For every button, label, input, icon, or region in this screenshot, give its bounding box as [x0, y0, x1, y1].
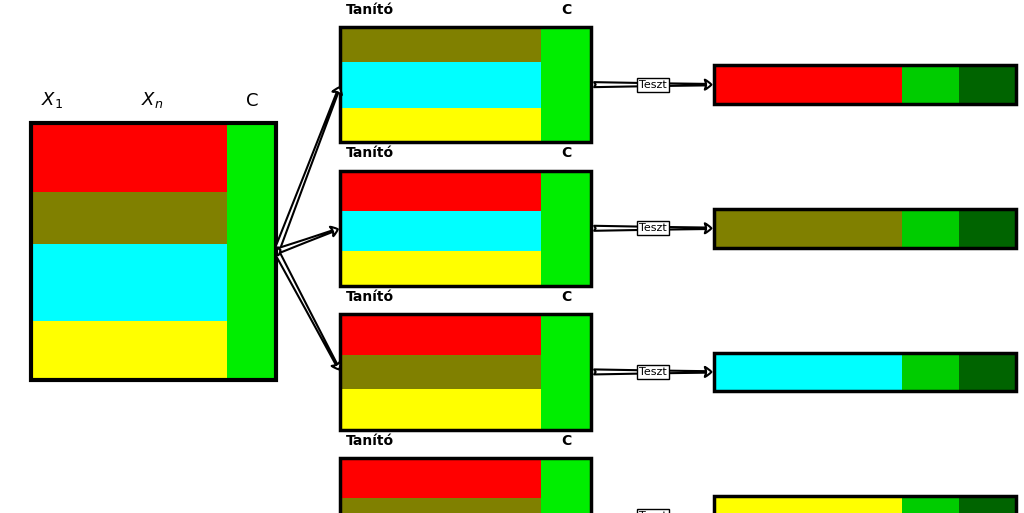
Bar: [715, 209, 901, 248]
Bar: [340, 211, 541, 251]
Text: Teszt: Teszt: [639, 223, 667, 233]
Bar: [715, 497, 1016, 513]
Text: Tanító: Tanító: [346, 146, 393, 160]
Text: Teszt: Teszt: [639, 510, 667, 513]
Bar: [340, 458, 541, 498]
Bar: [901, 353, 958, 391]
Text: Teszt: Teszt: [639, 80, 667, 90]
Bar: [340, 62, 541, 108]
Bar: [541, 170, 591, 286]
Bar: [541, 314, 591, 430]
Bar: [340, 314, 592, 430]
Bar: [340, 389, 541, 429]
Bar: [340, 354, 541, 389]
Text: C: C: [246, 92, 258, 110]
Bar: [901, 66, 958, 104]
Bar: [340, 251, 541, 286]
Text: C: C: [561, 146, 571, 160]
Text: C: C: [561, 3, 571, 17]
Bar: [31, 123, 276, 380]
Bar: [31, 123, 227, 192]
Text: $X_n$: $X_n$: [141, 90, 164, 110]
Bar: [901, 209, 958, 248]
Bar: [340, 458, 592, 513]
Bar: [715, 66, 1016, 104]
Bar: [715, 497, 901, 513]
Bar: [715, 66, 901, 104]
Bar: [340, 108, 541, 143]
Text: C: C: [561, 433, 571, 447]
Text: $X_1$: $X_1$: [41, 90, 62, 110]
Bar: [31, 321, 227, 380]
Bar: [340, 498, 541, 513]
Bar: [31, 244, 227, 321]
Bar: [227, 123, 276, 380]
Bar: [541, 27, 591, 143]
Text: Tanító: Tanító: [346, 290, 393, 304]
Bar: [715, 353, 1016, 391]
Text: Tanító: Tanító: [346, 433, 393, 447]
Bar: [958, 66, 1016, 104]
Bar: [958, 353, 1016, 391]
Text: Teszt: Teszt: [639, 367, 667, 377]
Bar: [715, 209, 1016, 248]
Text: C: C: [561, 290, 571, 304]
Bar: [541, 458, 591, 513]
Bar: [340, 170, 541, 211]
Bar: [340, 170, 592, 286]
Bar: [901, 497, 958, 513]
Bar: [958, 497, 1016, 513]
Bar: [31, 192, 227, 244]
Bar: [958, 209, 1016, 248]
Text: Tanító: Tanító: [346, 3, 393, 17]
Bar: [715, 353, 901, 391]
Bar: [340, 27, 592, 143]
Bar: [340, 27, 541, 62]
Bar: [340, 314, 541, 354]
